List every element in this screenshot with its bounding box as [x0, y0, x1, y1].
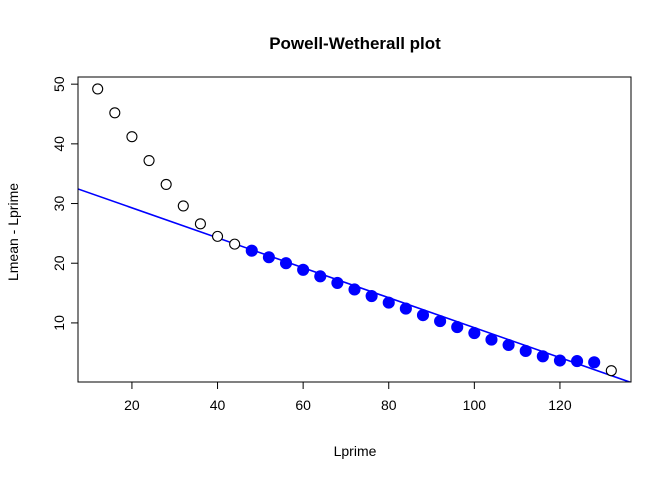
open-point: [211, 230, 224, 242]
open-point: [160, 178, 172, 190]
open-point: [92, 83, 104, 95]
fitted-point: [348, 283, 361, 296]
open-point: [177, 200, 189, 212]
y-tick-label: 10: [51, 315, 67, 331]
x-tick-label: 20: [124, 397, 140, 413]
x-tick-label: 120: [548, 397, 572, 413]
x-axis: 20 40 60 80 100 120: [124, 382, 572, 413]
points-layer: [92, 83, 617, 377]
plot-frame: [77, 76, 632, 383]
chart-title: Powell-Wetherall plot: [269, 34, 441, 53]
x-tick-label: 40: [210, 397, 226, 413]
y-axis: 10 20 30 40 50: [51, 76, 78, 331]
fitted-point: [416, 309, 430, 322]
fitted-point: [536, 350, 549, 363]
fitted-point: [468, 327, 481, 340]
open-point: [194, 218, 206, 230]
fitted-point: [571, 355, 584, 368]
y-tick-label: 40: [51, 136, 67, 152]
fitted-point: [399, 302, 412, 315]
fitted-point: [485, 333, 498, 346]
y-tick-label: 20: [51, 255, 67, 271]
open-point: [109, 107, 121, 119]
x-axis-label: Lprime: [334, 443, 377, 459]
x-tick-label: 100: [463, 397, 487, 413]
fitted-point: [314, 270, 327, 283]
open-point: [605, 365, 617, 377]
open-point: [126, 131, 138, 143]
fitted-point: [434, 315, 447, 328]
fitted-point: [519, 344, 532, 358]
fitted-point: [553, 354, 566, 367]
y-tick-label: 50: [51, 76, 67, 92]
fitted-point: [262, 251, 275, 264]
fitted-point: [502, 338, 515, 352]
fitted-point: [297, 263, 310, 276]
fitted-point: [451, 321, 464, 334]
fitted-point: [279, 257, 293, 270]
open-point: [143, 155, 155, 167]
open-point: [229, 238, 241, 250]
fitted-point: [365, 290, 378, 303]
y-tick-label: 30: [51, 196, 67, 212]
fitted-point: [588, 356, 601, 369]
x-tick-label: 60: [295, 397, 311, 413]
y-axis-label: Lmean - Lprime: [5, 183, 21, 281]
fitted-point: [331, 276, 344, 289]
x-tick-label: 80: [381, 397, 397, 413]
fitted-point: [245, 244, 258, 257]
fitted-point: [382, 296, 395, 309]
